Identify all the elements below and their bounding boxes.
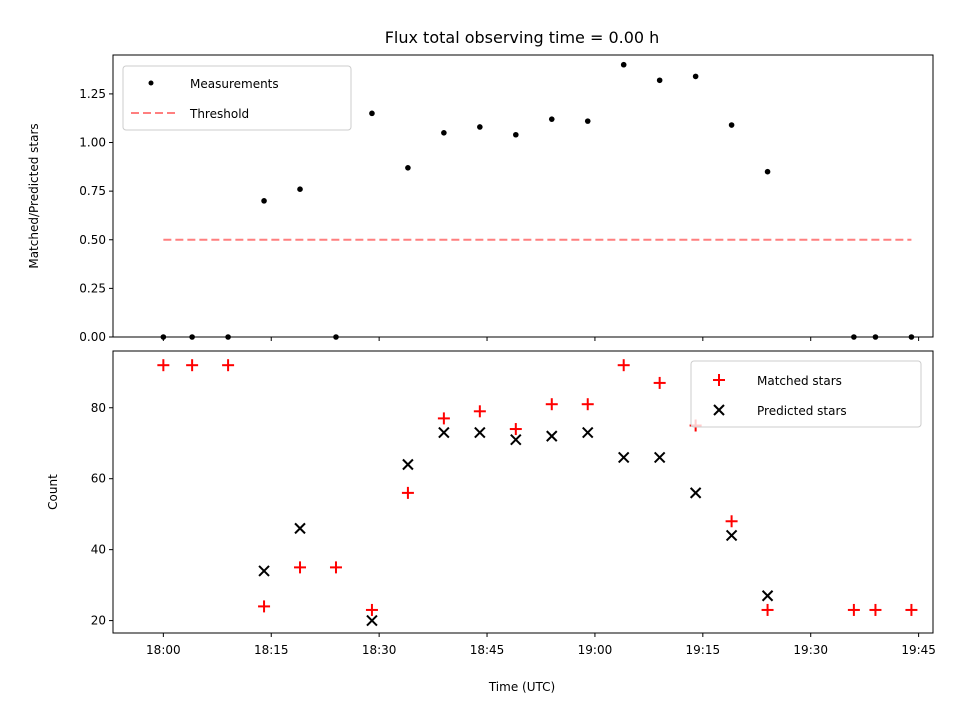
bottom-y-tick-label: 20 (91, 614, 106, 628)
matched-star-point (905, 603, 918, 616)
predicted-star-point (725, 529, 738, 542)
predicted-star-point (761, 590, 774, 602)
top-y-tick-label: 1.00 (79, 136, 106, 150)
matched-star-point (761, 603, 774, 616)
legend-measurements-marker (148, 80, 154, 86)
bottom-y-axis-label: Count (46, 474, 60, 510)
x-tick-label: 19:00 (578, 643, 613, 657)
top-y-tick-label: 0.25 (79, 281, 106, 295)
predicted-star-point (258, 565, 270, 577)
matched-star-point (725, 515, 738, 528)
predicted-star-stroke (402, 458, 414, 471)
predicted-star-stroke (689, 487, 702, 499)
predicted-star-point (689, 487, 702, 499)
matched-star-point (186, 359, 199, 372)
matched-star-point (222, 359, 235, 372)
legend-measurements-label: Measurements (190, 77, 279, 91)
top-y-tick-label: 0.75 (79, 184, 106, 198)
matched-star-point (401, 486, 414, 499)
bottom-y-tick-label: 40 (91, 543, 106, 557)
matched-star-point (473, 405, 486, 418)
predicted-star-stroke (761, 590, 774, 602)
predicted-star-point (510, 433, 522, 446)
predicted-star-stroke (474, 426, 486, 439)
measurement-point (405, 165, 411, 171)
predicted-star-stroke (258, 565, 270, 577)
x-tick-label: 19:15 (686, 643, 721, 657)
measurement-point (764, 168, 771, 175)
x-tick-label: 18:00 (146, 643, 181, 657)
x-tick-label: 18:45 (470, 643, 505, 657)
predicted-star-point (582, 426, 594, 439)
predicted-star-stroke (582, 426, 594, 439)
bottom-axes-frame (112, 350, 934, 634)
matched-star-point (653, 376, 666, 389)
matched-star-point (581, 398, 594, 411)
matched-star-point (437, 412, 450, 425)
matched-star-point (365, 603, 378, 616)
x-axis-label: Time (UTC) (488, 680, 555, 694)
legend-predicted-marker (713, 404, 725, 416)
measurement-point (728, 122, 735, 128)
x-tick-label: 18:30 (362, 643, 397, 657)
measurement-point (477, 124, 483, 130)
top-y-tick-label: 0.50 (79, 233, 106, 247)
predicted-star-point (546, 430, 558, 442)
predicted-star-stroke (653, 451, 666, 464)
predicted-star-stroke (510, 433, 522, 446)
measurement-point (692, 73, 699, 80)
measurement-point (261, 198, 267, 204)
top-y-tick-label: 0.00 (79, 330, 106, 344)
matched-star-point (294, 561, 307, 574)
legend-predicted-label: Predicted stars (757, 404, 847, 418)
bottom-y-tick-label: 60 (91, 472, 106, 486)
measurement-point (584, 118, 591, 124)
predicted-star-point (366, 614, 378, 627)
matched-star-point (329, 561, 342, 574)
x-tick-label: 18:15 (254, 643, 289, 657)
matched-star-point (258, 600, 271, 613)
predicted-star-stroke (725, 529, 738, 542)
matched-star-point (847, 603, 860, 616)
predicted-star-point (474, 426, 486, 439)
predicted-star-point (617, 451, 630, 464)
predicted-star-stroke (366, 614, 378, 627)
top-legend: Measurements Threshold (122, 65, 352, 131)
top-plot-area (160, 61, 915, 340)
matched-star-point (617, 359, 630, 372)
predicted-star-stroke (617, 451, 630, 464)
matched-star-point (157, 359, 170, 372)
top-y-axis-label: Matched/Predicted stars (27, 123, 41, 268)
bottom-legend-frame (690, 360, 922, 428)
legend-matched-marker (713, 374, 725, 386)
matched-star-point (869, 603, 882, 616)
matched-star-point (509, 423, 522, 436)
matched-star-point (545, 398, 558, 411)
measurement-point (548, 116, 555, 122)
predicted-star-stroke (294, 522, 306, 535)
predicted-star-stroke (438, 426, 450, 439)
top-axes-frame (112, 54, 934, 338)
top-chart-title: Flux total observing time = 0.00 h (385, 28, 660, 47)
top-y-tick-label: 1.25 (79, 87, 106, 101)
predicted-star-point (294, 522, 306, 535)
bottom-y-tick-label: 80 (91, 401, 106, 415)
predicted-star-point (653, 451, 666, 464)
legend-threshold-label: Threshold (189, 107, 249, 121)
bottom-legend: Matched stars Predicted stars (690, 360, 922, 428)
predicted-star-stroke (546, 430, 558, 442)
top-legend-frame (122, 65, 352, 131)
predicted-star-point (438, 426, 450, 439)
x-tick-label: 19:45 (901, 643, 936, 657)
predicted-star-point (402, 458, 414, 471)
x-tick-label: 19:30 (793, 643, 828, 657)
measurement-point (656, 77, 663, 84)
legend-matched-label: Matched stars (757, 374, 842, 388)
measurement-point (297, 186, 303, 192)
measurement-point (441, 129, 447, 136)
measurement-point (369, 110, 375, 117)
measurement-point (513, 131, 519, 138)
measurement-point (620, 61, 627, 68)
